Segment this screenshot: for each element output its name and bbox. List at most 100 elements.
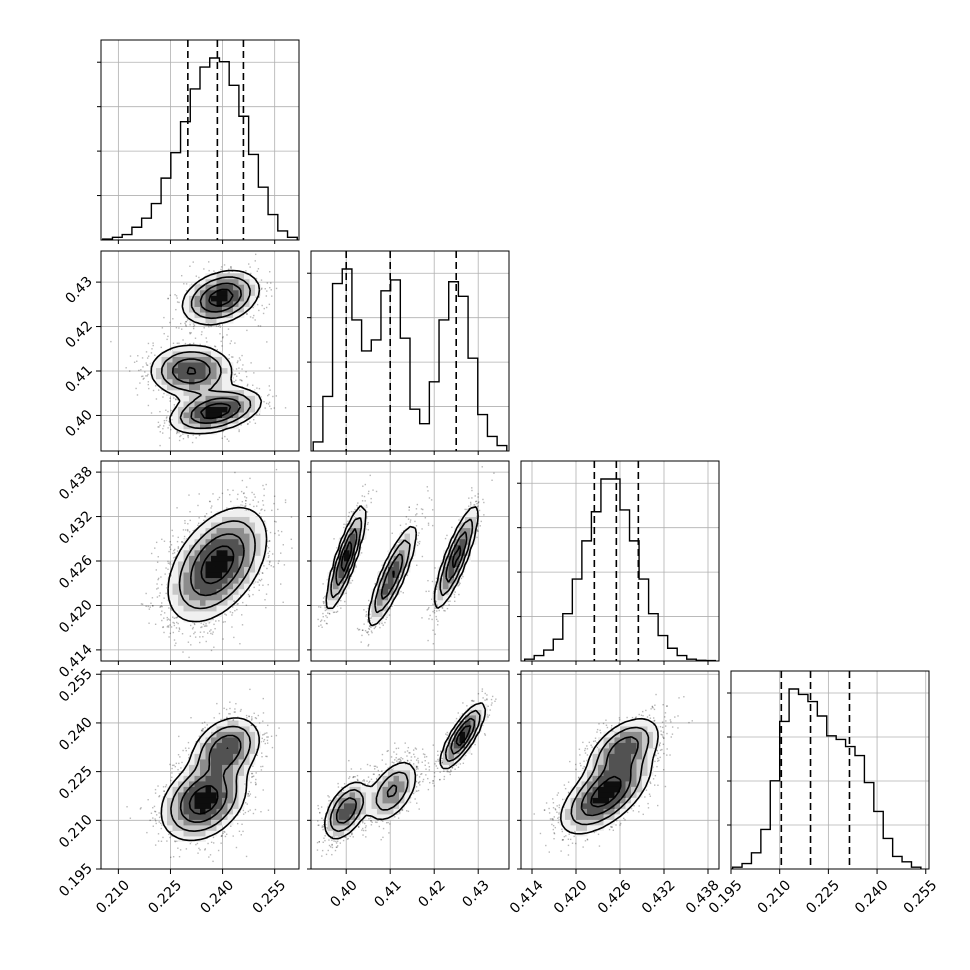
sample-point [141,357,144,359]
sample-point [265,295,268,297]
sample-point [203,631,205,633]
sample-point [244,505,246,508]
density-cell [216,317,223,324]
sample-point [150,412,153,414]
sample-point [182,433,184,435]
sample-point [220,266,223,268]
sample-point [191,441,194,444]
sample-point [254,253,257,256]
sample-point [142,366,144,368]
density-cell [211,273,217,280]
sample-point [172,631,175,634]
sample-point [206,632,209,634]
sample-point [230,267,232,270]
sample-point [228,440,230,442]
sample-point [253,586,255,589]
density-cell [238,417,245,424]
density-cell [222,317,228,324]
density-cell [211,373,217,380]
sample-point [152,344,154,347]
sample-point [145,375,147,377]
sample-point [160,346,162,349]
sample-point [177,536,179,539]
sample-point [173,617,176,619]
sample-point [258,584,261,586]
density-cell [211,378,217,385]
sample-point [280,583,282,585]
sample-point [189,331,191,334]
density-cell [211,389,217,396]
density-cell [161,384,168,391]
sample-point [199,636,201,638]
histogram-3 [731,688,922,869]
sample-point [220,340,222,343]
sample-point [140,603,143,605]
sample-point [174,556,177,558]
sample-point [181,540,183,543]
sample-point [214,345,217,348]
density-cell [161,351,168,357]
sample-point [173,404,176,406]
sample-point [210,649,213,652]
sample-point [266,341,268,343]
density-cell [205,317,212,324]
density-cell [205,417,212,424]
sample-point [185,283,188,285]
sample-point [216,349,219,351]
sample-point [155,569,158,571]
sample-point [168,572,171,575]
sample-point [156,561,159,563]
density-cell [183,423,190,430]
sample-point [227,489,229,491]
sample-point [267,552,269,555]
pair-2-0 [140,468,293,659]
sample-point [272,566,275,568]
sample-point [248,589,251,592]
density-cell [227,412,234,419]
density-cell [244,284,250,291]
sample-point [169,632,172,635]
sample-point [253,418,255,421]
sample-point [163,617,165,619]
sample-point [258,579,261,581]
sample-point [189,265,191,267]
sample-point [136,394,139,396]
density-cell [255,289,261,296]
sample-point [193,324,196,327]
density-cell [194,351,201,357]
sample-point [220,268,222,271]
density-cell [222,373,228,380]
density-cell [249,295,256,302]
density-cell [216,406,223,413]
sample-point [205,512,208,515]
sample-point [167,297,169,300]
sample-point [181,541,183,543]
sample-point [217,325,220,328]
density-cell [167,373,173,380]
density-cell [222,273,228,280]
density-cell [222,362,228,369]
density-cell [189,417,195,424]
sample-point [208,500,211,503]
sample-point [258,296,260,298]
density-cell [200,345,206,352]
sample-point [226,438,229,440]
density-cell [156,367,162,374]
sample-point [271,509,273,512]
density-cell [194,312,201,319]
sample-point [205,337,207,339]
sample-point [226,507,228,509]
density-cell [211,284,217,291]
panel-frame-1-0 [100,250,300,452]
sample-point [160,613,162,616]
sample-point [239,359,242,361]
sample-point [210,629,212,631]
density-cell [200,428,206,435]
sample-point [165,419,168,422]
density-cell [216,295,223,302]
sample-point [258,309,260,312]
sample-point [256,270,259,272]
density-cell [205,367,212,374]
sample-point [266,290,268,292]
sample-point [167,335,169,338]
